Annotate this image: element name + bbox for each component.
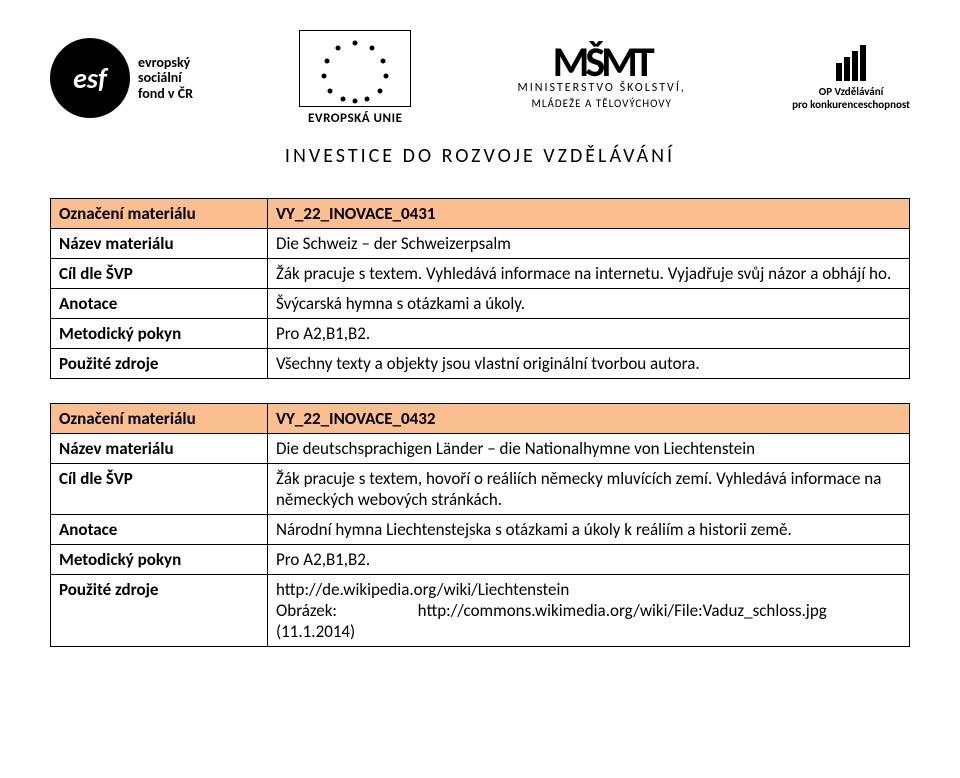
label-oznaceni: Označení materiálu xyxy=(51,404,268,434)
msmt-line2: MLÁDEŽE A TĚLOVÝCHOVY xyxy=(532,97,672,110)
tagline: INVESTICE DO ROZVOJE VZDĚLÁVÁNÍ xyxy=(285,144,675,168)
msmt-logo: MŠMT MINISTERSTVO ŠKOLSTVÍ, MLÁDEŽE A TĚ… xyxy=(517,46,685,111)
value-zdroje: http://de.wikipedia.org/wiki/Liechtenste… xyxy=(268,575,910,647)
value-metodicky: Pro A2,B1,B2. xyxy=(268,319,910,349)
table-row: Metodický pokyn Pro A2,B1,B2. xyxy=(51,545,910,575)
label-metodicky: Metodický pokyn xyxy=(51,319,268,349)
eu-logo: EVROPSKÁ UNIE xyxy=(299,30,411,126)
table-row: Anotace Švýcarská hymna s otázkami a úko… xyxy=(51,289,910,319)
table-row: Anotace Národní hymna Liechtenstejska s … xyxy=(51,515,910,545)
table-row: Název materiálu Die Schweiz – der Schwei… xyxy=(51,229,910,259)
value-cil: Žák pracuje s textem, hovoří o reáliích … xyxy=(268,464,910,515)
table-row: Označení materiálu VY_22_INOVACE_0432 xyxy=(51,404,910,434)
label-oznaceni: Označení materiálu xyxy=(51,199,268,229)
value-nazev: Die deutschsprachigen Länder – die Natio… xyxy=(268,434,910,464)
value-oznaceni: VY_22_INOVACE_0431 xyxy=(268,199,910,229)
op-line2: pro konkurenceschopnost xyxy=(792,98,910,111)
material-table-2: Označení materiálu VY_22_INOVACE_0432 Ná… xyxy=(50,403,910,647)
material-table-1: Označení materiálu VY_22_INOVACE_0431 Ná… xyxy=(50,198,910,379)
value-anotace: Švýcarská hymna s otázkami a úkoly. xyxy=(268,289,910,319)
header-logos: evropský sociální fond v ČR xyxy=(50,30,910,168)
label-zdroje: Použité zdroje xyxy=(51,575,268,647)
table-row: Název materiálu Die deutschsprachigen Lä… xyxy=(51,434,910,464)
value-nazev: Die Schweiz – der Schweizerpsalm xyxy=(268,229,910,259)
op-logo: OP Vzdělávání pro konkurenceschopnost xyxy=(792,45,910,111)
label-anotace: Anotace xyxy=(51,289,268,319)
label-cil: Cíl dle ŠVP xyxy=(51,464,268,515)
label-nazev: Název materiálu xyxy=(51,434,268,464)
table-row: Označení materiálu VY_22_INOVACE_0431 xyxy=(51,199,910,229)
logos-row: evropský sociální fond v ČR xyxy=(50,30,910,126)
msmt-icon: MŠMT xyxy=(553,46,651,80)
label-zdroje: Použité zdroje xyxy=(51,349,268,379)
op-bars-icon xyxy=(836,45,866,81)
op-line1: OP Vzdělávání xyxy=(819,85,884,98)
value-metodicky: Pro A2,B1,B2. xyxy=(268,545,910,575)
esf-icon xyxy=(50,38,130,118)
eu-flag-icon xyxy=(299,30,411,107)
table-row: Cíl dle ŠVP Žák pracuje s textem. Vyhled… xyxy=(51,259,910,289)
label-cil: Cíl dle ŠVP xyxy=(51,259,268,289)
value-oznaceni: VY_22_INOVACE_0432 xyxy=(268,404,910,434)
eu-label: EVROPSKÁ UNIE xyxy=(308,111,402,126)
table-row: Metodický pokyn Pro A2,B1,B2. xyxy=(51,319,910,349)
value-cil: Žák pracuje s textem. Vyhledává informac… xyxy=(268,259,910,289)
value-zdroje: Všechny texty a objekty jsou vlastní ori… xyxy=(268,349,910,379)
value-anotace: Národní hymna Liechtenstejska s otázkami… xyxy=(268,515,910,545)
esf-text: evropský sociální fond v ČR xyxy=(138,55,193,101)
label-anotace: Anotace xyxy=(51,515,268,545)
label-metodicky: Metodický pokyn xyxy=(51,545,268,575)
msmt-line1: MINISTERSTVO ŠKOLSTVÍ, xyxy=(517,81,685,95)
table-row: Použité zdroje Všechny texty a objekty j… xyxy=(51,349,910,379)
table-row: Cíl dle ŠVP Žák pracuje s textem, hovoří… xyxy=(51,464,910,515)
label-nazev: Název materiálu xyxy=(51,229,268,259)
table-row: Použité zdroje http://de.wikipedia.org/w… xyxy=(51,575,910,647)
esf-logo: evropský sociální fond v ČR xyxy=(50,38,193,118)
